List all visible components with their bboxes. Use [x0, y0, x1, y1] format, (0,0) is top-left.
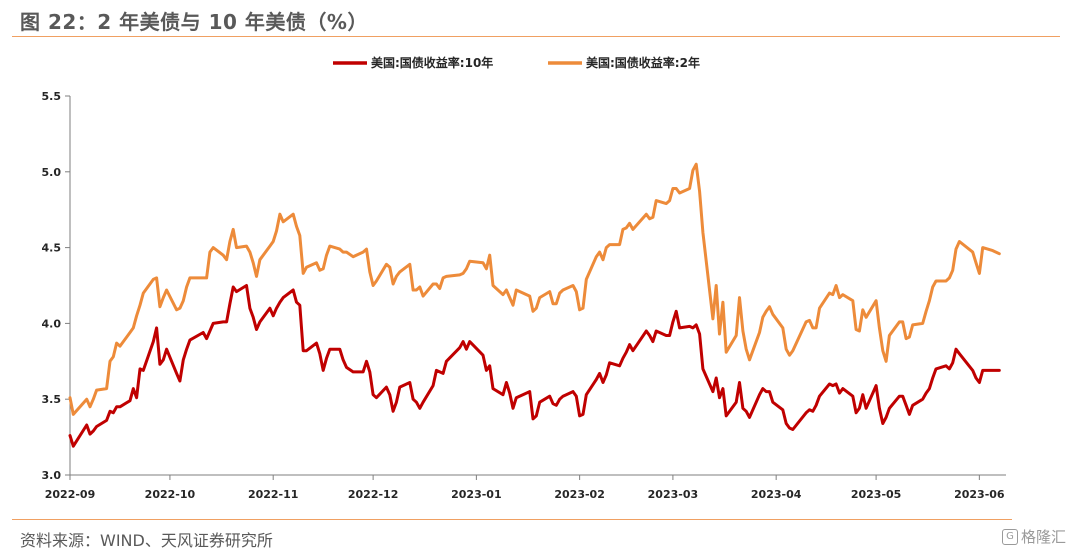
x-tick-label: 2023-03 [648, 488, 699, 501]
source-divider [12, 519, 1012, 520]
y-tick-label: 4.5 [42, 242, 62, 255]
y-tick-label: 5.5 [42, 90, 62, 103]
watermark: G 格隆汇 [1001, 526, 1066, 547]
series-line-2y [68, 162, 1001, 416]
x-tick-label: 2023-02 [554, 488, 605, 501]
watermark-text: 格隆汇 [1020, 528, 1066, 546]
x-tick-label: 2022-10 [145, 488, 196, 501]
watermark-logo-icon: G [1001, 528, 1018, 545]
legend-label-2y: 美国:国债收益率:2年 [586, 55, 700, 70]
y-tick-label: 4.0 [42, 317, 62, 330]
series-line-10y [68, 284, 1001, 448]
figure-title: 图 22：2 年美债与 10 年美债（%） [20, 10, 368, 34]
x-tick-label: 2022-11 [248, 488, 299, 501]
chart-legend: 美国:国债收益率:10年 美国:国债收益率:2年 [333, 55, 700, 70]
legend-label-10y: 美国:国债收益率:10年 [371, 55, 493, 70]
source-note: 资料来源：WIND、天风证券研究所 [20, 531, 273, 550]
y-tick-label: 3.0 [42, 469, 62, 482]
chart-series [68, 162, 1001, 448]
y-tick-label: 5.0 [42, 166, 62, 179]
title-divider [12, 36, 1060, 37]
x-tick-label: 2023-04 [751, 488, 802, 501]
x-tick-label: 2022-09 [45, 488, 96, 501]
chart-axes: 3.0 3.5 4.0 4.5 5.0 5.5 2022-09 2022-10 2022-11 2… [42, 90, 1006, 501]
x-tick-label: 2023-01 [451, 488, 502, 501]
x-tick-label: 2023-06 [954, 488, 1005, 501]
x-tick-label: 2022-12 [348, 488, 399, 501]
x-tick-label: 2023-05 [851, 488, 902, 501]
y-tick-label: 3.5 [42, 393, 62, 406]
